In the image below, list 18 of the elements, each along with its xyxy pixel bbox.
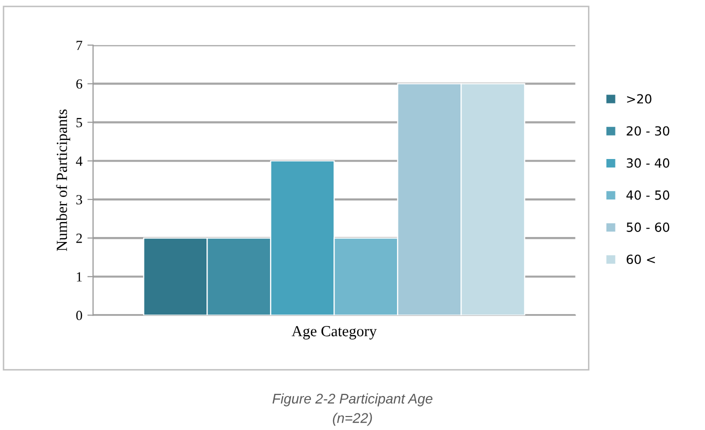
legend-label: 20 - 30 <box>626 126 670 136</box>
y-tick-label: 7 <box>76 40 82 50</box>
y-axis-title: Number of Participants <box>56 109 70 252</box>
y-tick-label: 2 <box>76 234 82 243</box>
caption: Figure 2-2 Participant Age <box>272 393 432 406</box>
legend-label: >20 <box>627 94 652 104</box>
legend-label: 60 < <box>626 254 655 264</box>
x-axis-title: Age Category <box>292 326 377 340</box>
y-tick-label: 1 <box>76 272 82 282</box>
y-tick-label: 6 <box>76 79 82 89</box>
y-tick-label: 3 <box>76 195 82 204</box>
y-tick-label: 0 <box>76 310 82 320</box>
legend-label: 50 - 60 <box>626 222 670 232</box>
legend-label: 30 - 40 <box>626 158 670 168</box>
text: (n=22) <box>332 412 372 426</box>
y-tick-label: 4 <box>76 156 82 166</box>
y-tick-label: 5 <box>76 118 82 128</box>
legend-label: 40 - 50 <box>626 190 670 200</box>
